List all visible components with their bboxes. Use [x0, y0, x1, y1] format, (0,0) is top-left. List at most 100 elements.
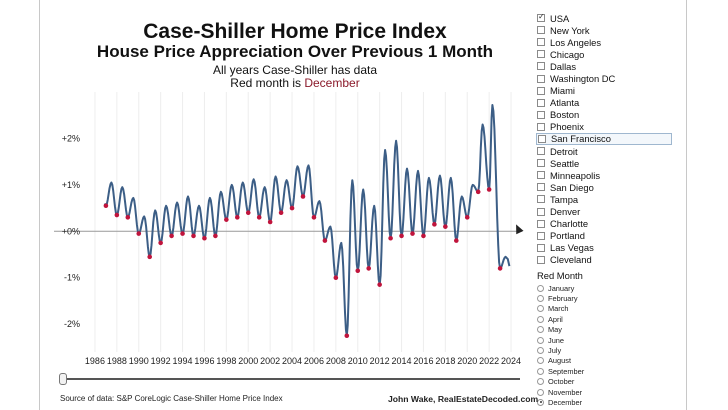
checkbox-label: Cleveland: [550, 254, 592, 266]
radio-icon[interactable]: [537, 315, 544, 323]
checkbox-icon[interactable]: [537, 195, 545, 204]
december-point: [344, 333, 350, 339]
december-point: [333, 275, 339, 281]
x-tick-label: 1994: [173, 356, 193, 366]
x-tick-label: 2018: [435, 356, 455, 366]
checkbox-icon[interactable]: [537, 147, 545, 156]
red-month-option-december[interactable]: December: [536, 397, 686, 407]
x-tick-label: 2004: [282, 356, 302, 366]
red-month-option-april[interactable]: April: [536, 314, 686, 324]
checkbox-icon[interactable]: [537, 50, 545, 59]
checkbox-icon[interactable]: [537, 183, 545, 192]
checkbox-label: Seattle: [550, 157, 580, 169]
city-checkbox-washington-dc[interactable]: Washington DC: [536, 72, 686, 84]
red-month-radio-list: January February March April May June July Augu…: [536, 283, 686, 408]
x-tick-label: 1990: [129, 356, 149, 366]
city-checkbox-portland[interactable]: Portland: [536, 230, 686, 242]
checkbox-icon[interactable]: [537, 122, 545, 131]
december-point: [256, 215, 262, 220]
city-checkbox-detroit[interactable]: Detroit: [536, 145, 686, 157]
red-month-option-march[interactable]: March: [536, 304, 686, 314]
december-point: [388, 235, 393, 241]
city-checkbox-new-york[interactable]: New York: [536, 24, 686, 36]
checkbox-label: Las Vegas: [550, 242, 594, 254]
radio-icon[interactable]: [537, 347, 544, 354]
x-tick-label: 2022: [479, 356, 499, 366]
checkbox-icon[interactable]: [537, 243, 545, 252]
city-checkbox-atlanta[interactable]: Atlanta: [536, 97, 686, 109]
city-checkbox-usa[interactable]: USA: [536, 12, 686, 24]
december-point: [202, 235, 207, 241]
december-point: [475, 189, 481, 195]
year-range-slider-handle[interactable]: [59, 373, 67, 385]
city-checkbox-seattle[interactable]: Seattle: [536, 157, 686, 169]
chart-title: Case-Shiller Home Price Index: [143, 20, 447, 43]
december-point: [136, 231, 142, 236]
radio-icon[interactable]: [537, 378, 544, 386]
checkbox-icon[interactable]: [537, 86, 545, 95]
checkbox-icon[interactable]: [537, 231, 545, 240]
red-month-option-september[interactable]: September: [536, 366, 686, 376]
checkbox-icon[interactable]: [537, 219, 545, 228]
checkbox-label: Detroit: [550, 145, 578, 157]
red-month-option-june[interactable]: June: [536, 335, 686, 345]
december-point: [169, 233, 174, 239]
red-month-option-august[interactable]: August: [536, 356, 686, 366]
checkbox-label: New York: [550, 24, 590, 36]
city-checkbox-chicago[interactable]: Chicago: [536, 48, 686, 60]
radio-label: October: [548, 377, 575, 387]
radio-icon[interactable]: [537, 326, 544, 334]
red-month-option-october[interactable]: October: [536, 376, 686, 386]
checkbox-icon[interactable]: [538, 134, 546, 143]
checkbox-icon[interactable]: [537, 98, 545, 107]
radio-icon[interactable]: [537, 388, 544, 396]
city-checkbox-dallas[interactable]: Dallas: [536, 60, 686, 72]
red-month-option-may[interactable]: May: [536, 325, 686, 335]
city-checkbox-miami[interactable]: Miami: [536, 85, 686, 97]
checkbox-icon[interactable]: [537, 171, 545, 180]
city-checkbox-los-angeles[interactable]: Los Angeles: [536, 36, 686, 48]
city-checkbox-las-vegas[interactable]: Las Vegas: [536, 242, 686, 254]
checkbox-icon[interactable]: [537, 12, 545, 23]
checkbox-icon[interactable]: [537, 38, 545, 47]
checkbox-label: Phoenix: [550, 121, 584, 133]
city-checkbox-phoenix[interactable]: Phoenix: [536, 121, 686, 133]
city-checkbox-denver[interactable]: Denver: [536, 206, 686, 218]
city-checkbox-san-diego[interactable]: San Diego: [536, 181, 686, 193]
red-month-option-february[interactable]: February: [536, 293, 686, 303]
radio-icon[interactable]: [537, 398, 544, 406]
december-point: [289, 205, 295, 211]
checkbox-icon[interactable]: [537, 74, 545, 83]
december-point: [267, 219, 273, 225]
city-checkbox-minneapolis[interactable]: Minneapolis: [536, 169, 686, 181]
december-point: [497, 266, 503, 271]
y-axis-ticks: +2% +1% +0% -1% -2%: [62, 133, 80, 329]
december-point: [278, 210, 284, 216]
radio-label: February: [548, 294, 578, 304]
checkbox-icon[interactable]: [537, 110, 545, 119]
radio-icon[interactable]: [537, 305, 544, 313]
checkbox-icon[interactable]: [537, 255, 545, 264]
city-checkbox-san-francisco[interactable]: San Francisco: [536, 132, 672, 146]
city-checkbox-charlotte[interactable]: Charlotte: [536, 218, 686, 230]
radio-icon[interactable]: [537, 295, 544, 303]
city-checkbox-boston[interactable]: Boston: [536, 109, 686, 121]
y-tick-label: +1%: [62, 180, 80, 190]
city-checkbox-cleveland[interactable]: Cleveland: [536, 254, 686, 266]
radio-icon[interactable]: [537, 336, 544, 344]
checkbox-icon[interactable]: [537, 62, 545, 71]
radio-icon[interactable]: [537, 284, 544, 292]
red-month-option-november[interactable]: November: [536, 387, 686, 397]
checkbox-icon[interactable]: [537, 159, 545, 168]
year-range-slider-track[interactable]: [62, 378, 520, 380]
city-checkbox-tampa[interactable]: Tampa: [536, 193, 686, 205]
red-month-option-january[interactable]: January: [536, 283, 686, 293]
checkbox-icon[interactable]: [537, 207, 545, 216]
checkbox-icon[interactable]: [537, 26, 545, 35]
radio-label: December: [548, 397, 583, 407]
red-month-option-july[interactable]: July: [536, 345, 686, 355]
radio-icon[interactable]: [537, 357, 544, 365]
radio-icon[interactable]: [537, 367, 544, 375]
december-point: [245, 210, 251, 216]
